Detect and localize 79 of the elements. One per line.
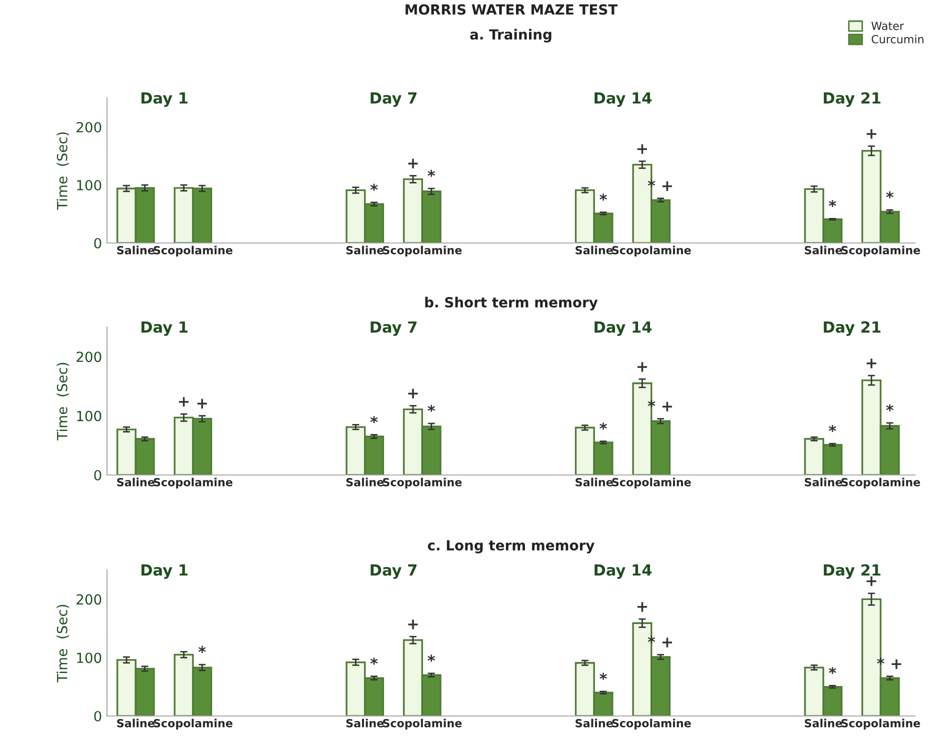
x-tick-label: Scopolamine [154, 718, 232, 730]
chart-title: MORRIS WATER MAZE TEST [406, 4, 618, 15]
data-label: + [197, 398, 207, 408]
y-tick-label: 200 [76, 122, 102, 132]
chart-subtitle: a. Training [470, 28, 552, 42]
data-label: * [828, 666, 836, 674]
data-label: + [637, 144, 648, 154]
annotation: Day 21 [824, 321, 880, 336]
data-label: + [637, 602, 648, 612]
data-label: + [408, 620, 418, 630]
data-label: + [637, 362, 648, 372]
x-tick-label: Scopolamine [612, 478, 691, 489]
x-tick-label: Saline [346, 718, 384, 728]
annotation: Day 1 [141, 321, 188, 336]
y-axis-title: Time (Sec) [56, 132, 70, 210]
x-tick-label: Scopolamine [383, 478, 462, 489]
x-tick-label: Scopolamine [841, 718, 920, 730]
y-axis-title: Time (Sec) [56, 362, 70, 440]
annotation: Day 14 [594, 92, 652, 107]
x-tick-label: Scopolamine [841, 246, 920, 257]
x-tick-label: Saline [346, 246, 384, 254]
x-tick-label: Saline [576, 718, 613, 728]
data-label: * [600, 672, 607, 680]
x-tick-label: Saline [117, 718, 154, 728]
legend-label: Curcumin [872, 34, 924, 44]
data-label: * [370, 184, 378, 191]
chart-title: b. Short term memory [425, 296, 598, 310]
data-label: * [198, 646, 206, 654]
y-tick-label: 200 [76, 594, 102, 605]
y-tick-label: 100 [77, 410, 102, 422]
y-tick-label: 200 [76, 352, 102, 362]
x-tick-label: Scopolamine [612, 246, 691, 257]
x-tick-label: Scopolamine [154, 478, 232, 489]
annotation: Day 14 [594, 321, 652, 336]
data-label: * [370, 658, 378, 665]
annotation: Day 7 [370, 321, 417, 336]
data-label: + [866, 576, 876, 586]
x-tick-label: Scopolamine [612, 718, 691, 730]
annotation: Day 7 [370, 92, 417, 107]
x-tick-label: Saline [804, 246, 842, 254]
x-tick-label: Saline [804, 478, 842, 486]
data-label: * [600, 422, 607, 430]
data-label: * [828, 424, 836, 432]
x-tick-label: Saline [117, 246, 154, 254]
annotation: Day 1 [141, 564, 188, 579]
data-label: * [600, 194, 607, 201]
data-label: * [370, 416, 378, 424]
data-label: + [866, 129, 876, 139]
annotation: Day 1 [141, 92, 188, 107]
x-tick-label: Scopolamine [383, 246, 462, 257]
data-label: * [428, 404, 436, 412]
x-tick-label: Scopolamine [383, 718, 462, 730]
data-label: * [428, 170, 436, 177]
y-tick-label: 0 [94, 470, 102, 480]
x-tick-label: Saline [117, 478, 154, 486]
annotation: Day 21 [824, 92, 880, 107]
legend-label: Water [871, 22, 904, 30]
x-tick-label: Scopolamine [154, 246, 232, 257]
x-tick-label: Scopolamine [841, 478, 920, 489]
annotation: Day 14 [594, 564, 652, 579]
y-tick-label: 100 [77, 180, 102, 190]
data-label: * [886, 191, 894, 198]
data-label: + [408, 158, 418, 168]
x-tick-label: Saline [804, 718, 842, 728]
data-label: * [886, 404, 894, 412]
annotation: Day 7 [370, 564, 417, 579]
y-tick-label: 0 [94, 710, 102, 722]
data-label: + [179, 397, 189, 407]
x-tick-label: Saline [576, 246, 613, 254]
x-tick-label: Saline [346, 478, 384, 486]
y-tick-label: 0 [94, 238, 102, 248]
y-axis-title: Time (Sec) [56, 604, 70, 682]
data-label: + [866, 358, 876, 368]
y-tick-label: 100 [77, 652, 102, 664]
chart-title: c. Long term memory [428, 540, 594, 554]
data-label: * [428, 654, 436, 662]
data-label: + [408, 388, 418, 398]
data-label: * [828, 200, 836, 208]
x-tick-label: Saline [576, 478, 613, 486]
